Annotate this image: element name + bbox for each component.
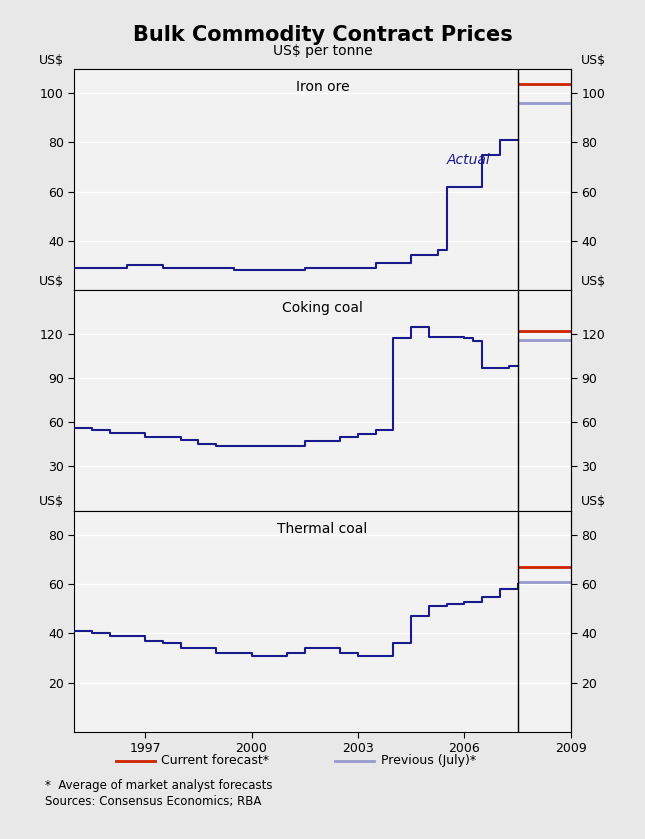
Text: US$ per tonne: US$ per tonne [273, 44, 372, 58]
Text: Sources: Consensus Economics; RBA: Sources: Consensus Economics; RBA [45, 795, 261, 808]
Text: US$: US$ [39, 54, 64, 66]
Text: US$: US$ [580, 496, 606, 508]
Text: Current forecast*: Current forecast* [161, 754, 269, 768]
Text: US$: US$ [580, 54, 606, 66]
Text: Thermal coal: Thermal coal [277, 522, 368, 536]
Text: *  Average of market analyst forecasts: * Average of market analyst forecasts [45, 779, 273, 791]
Text: Iron ore: Iron ore [295, 80, 350, 94]
Text: Actual: Actual [447, 153, 490, 167]
Text: Coking coal: Coking coal [282, 300, 363, 315]
Text: Previous (July)*: Previous (July)* [381, 754, 475, 768]
Text: US$: US$ [39, 496, 64, 508]
Text: US$: US$ [580, 274, 606, 288]
Text: Bulk Commodity Contract Prices: Bulk Commodity Contract Prices [133, 25, 512, 45]
Text: US$: US$ [39, 274, 64, 288]
